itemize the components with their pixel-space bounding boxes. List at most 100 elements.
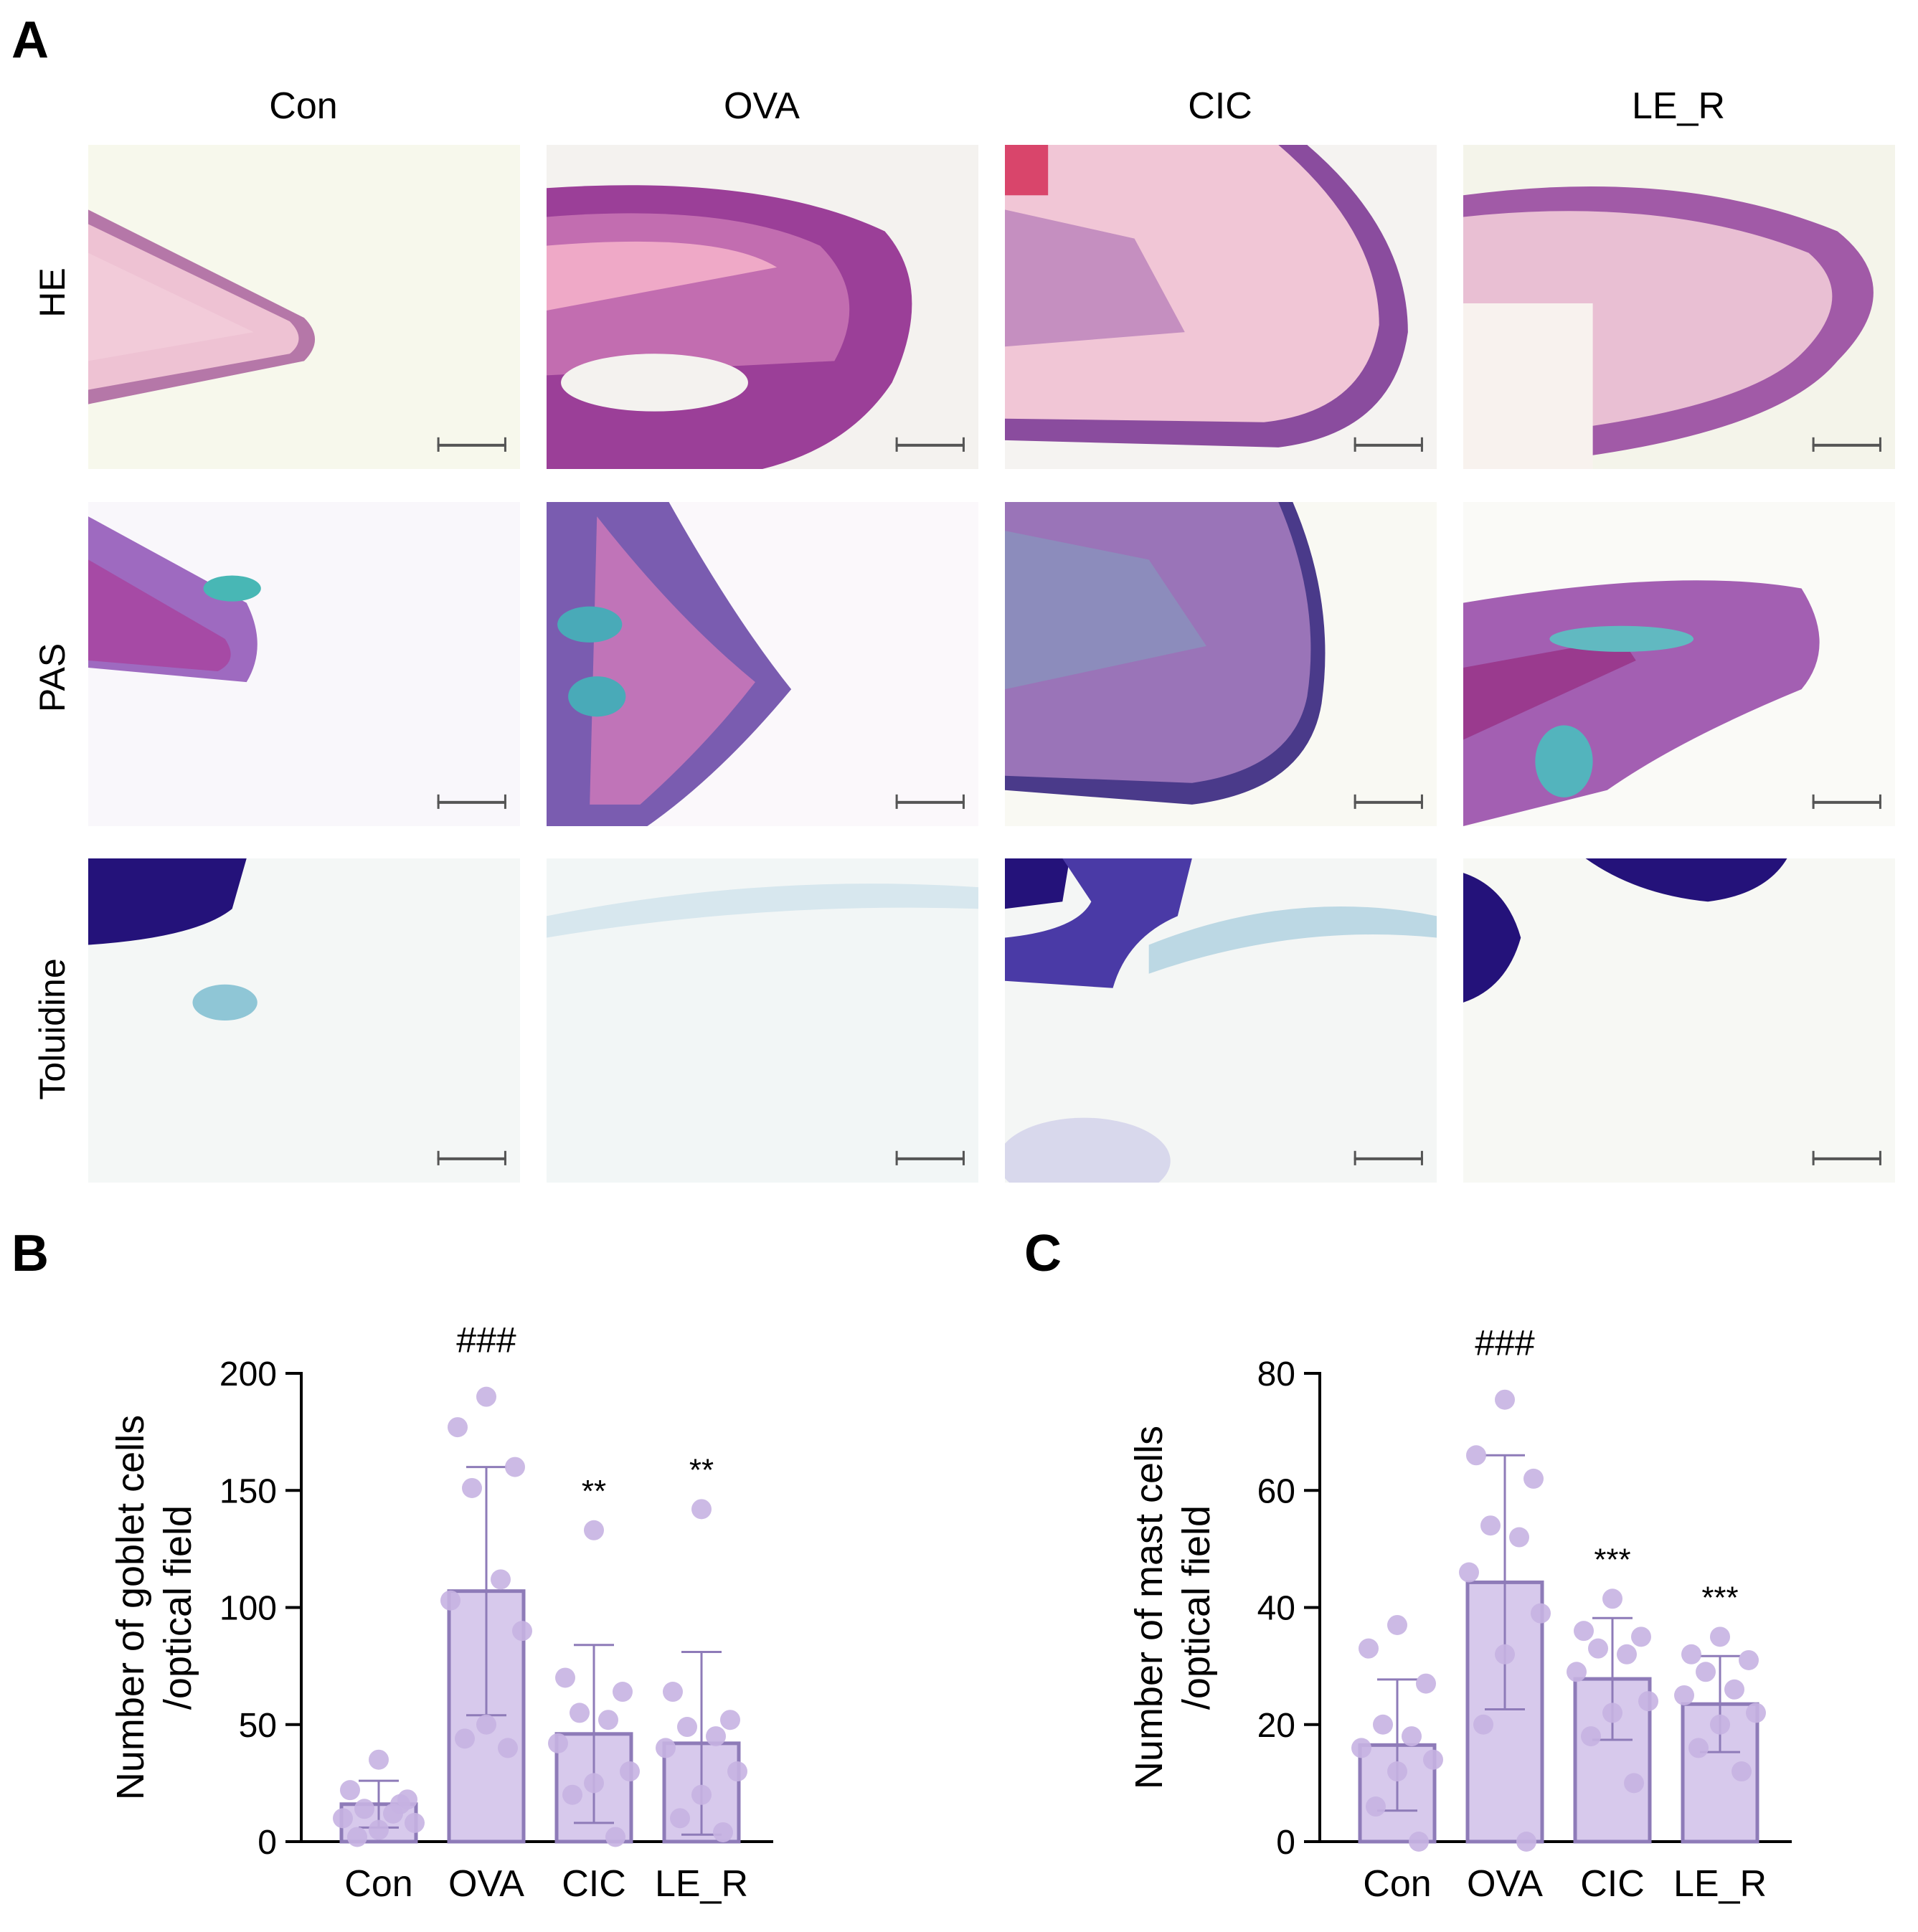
c-data-point [1567, 1662, 1587, 1682]
c-category-label: OVA [1467, 1863, 1543, 1905]
c-y-tick-label: 80 [1257, 1355, 1295, 1393]
c-y-axis-label: Number of mast cells/optical field [1128, 1426, 1218, 1789]
c-data-point [1681, 1644, 1701, 1665]
b-data-point [440, 1590, 460, 1611]
micrograph-he-le-r [1463, 145, 1895, 469]
micrograph-he-con [88, 145, 520, 469]
b-data-point [620, 1761, 640, 1782]
column-label-cic: CIC [1188, 85, 1252, 127]
b-category-label: CIC [562, 1863, 626, 1905]
c-data-point [1423, 1749, 1443, 1770]
panel-a-letter: A [11, 11, 49, 69]
micrograph-toluidine-con [88, 858, 520, 1183]
b-y-label-line1: Number of goblet cells [109, 1415, 152, 1800]
c-data-point [1724, 1679, 1744, 1700]
b-significance-marker: ** [689, 1452, 714, 1487]
c-data-point [1688, 1738, 1709, 1758]
c-data-point [1466, 1445, 1486, 1466]
column-label-le-r: LE_R [1631, 85, 1726, 127]
b-data-point [691, 1784, 712, 1805]
c-data-point [1495, 1644, 1515, 1665]
b-category-label: LE_R [655, 1863, 748, 1905]
b-data-point [713, 1822, 733, 1842]
b-data-point [354, 1799, 374, 1819]
c-data-point [1631, 1626, 1651, 1647]
c-significance-marker: *** [1701, 1580, 1738, 1615]
b-data-point [476, 1714, 496, 1735]
c-data-point [1480, 1515, 1501, 1536]
micrograph-toluidine-ova [547, 858, 978, 1183]
c-data-point [1366, 1796, 1386, 1817]
b-data-point [548, 1733, 568, 1753]
c-y-tick-label: 0 [1276, 1824, 1295, 1862]
b-data-point [677, 1717, 697, 1738]
c-y-label-line2: /optical field [1175, 1505, 1218, 1710]
row-label-toluidine: Toluidine [32, 958, 72, 1100]
c-data-point [1588, 1638, 1608, 1659]
column-label-con: Con [269, 85, 338, 127]
b-data-point [369, 1819, 389, 1840]
b-data-point [584, 1520, 604, 1540]
c-data-point [1696, 1662, 1716, 1682]
c-data-point [1387, 1614, 1407, 1635]
b-data-point [562, 1784, 582, 1805]
b-data-point [390, 1794, 410, 1814]
c-data-point [1459, 1562, 1479, 1583]
b-data-point [706, 1726, 726, 1747]
b-data-point [613, 1682, 633, 1703]
micrograph-he-ova [547, 145, 978, 469]
b-data-point [727, 1761, 747, 1782]
b-data-point [605, 1827, 625, 1847]
b-y-tick-label: 100 [219, 1590, 277, 1628]
micrograph-toluidine-cic [1005, 858, 1437, 1183]
b-data-point [369, 1749, 389, 1770]
c-data-point [1409, 1832, 1429, 1852]
c-data-point [1739, 1649, 1759, 1670]
c-significance-marker: *** [1594, 1542, 1630, 1577]
b-data-point [476, 1386, 496, 1407]
c-data-point [1373, 1714, 1393, 1735]
c-data-point [1617, 1644, 1637, 1665]
micrograph-pas-con [88, 502, 520, 826]
c-data-point [1495, 1389, 1515, 1410]
b-data-point [584, 1773, 604, 1794]
b-data-point [670, 1808, 690, 1829]
c-data-point [1710, 1714, 1730, 1735]
b-data-point [347, 1827, 367, 1847]
b-data-point [512, 1621, 532, 1642]
b-y-tick-label: 0 [258, 1824, 277, 1862]
c-data-point [1710, 1626, 1730, 1647]
c-data-point [1574, 1621, 1594, 1642]
b-data-point [598, 1710, 618, 1730]
b-data-point [405, 1812, 425, 1833]
c-data-point [1523, 1468, 1544, 1489]
c-data-point [1359, 1638, 1379, 1659]
b-data-point [498, 1738, 518, 1758]
c-data-point [1638, 1691, 1658, 1712]
b-y-label-line2: /optical field [156, 1505, 199, 1710]
b-y-tick-label: 200 [219, 1355, 277, 1393]
b-data-point [555, 1667, 575, 1688]
c-category-label: LE_R [1673, 1863, 1767, 1905]
c-data-point [1509, 1527, 1529, 1548]
c-y-tick-label: 40 [1257, 1590, 1295, 1628]
c-y-label-line1: Number of mast cells [1128, 1426, 1171, 1789]
c-data-point [1531, 1603, 1551, 1624]
c-data-point [1624, 1773, 1644, 1794]
b-category-label: OVA [448, 1863, 524, 1905]
micrograph-he-cic [1005, 145, 1437, 469]
b-data-point [340, 1780, 360, 1801]
micrograph-pas-ova [547, 502, 978, 826]
b-significance-marker: ** [582, 1474, 606, 1509]
b-category-label: Con [344, 1863, 412, 1905]
c-data-point [1473, 1714, 1493, 1735]
c-data-point [1402, 1726, 1422, 1747]
b-data-point [691, 1499, 712, 1520]
c-category-label: CIC [1580, 1863, 1645, 1905]
b-y-tick-label: 150 [219, 1472, 277, 1510]
c-data-point [1416, 1673, 1436, 1694]
c-data-point [1746, 1703, 1766, 1723]
c-category-label: Con [1363, 1863, 1431, 1905]
b-data-point [505, 1457, 525, 1477]
b-data-point [656, 1738, 676, 1758]
